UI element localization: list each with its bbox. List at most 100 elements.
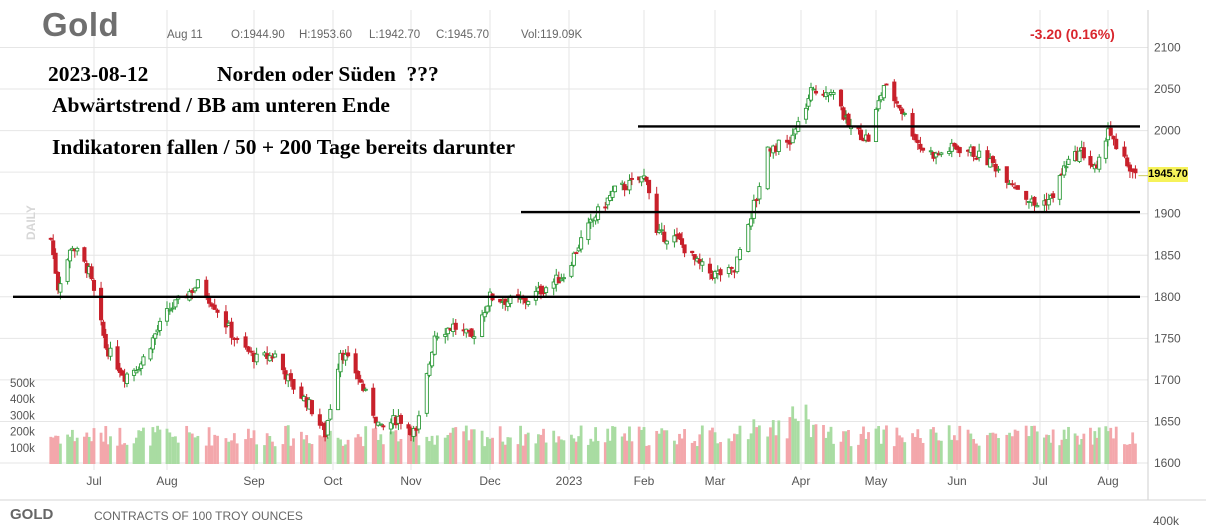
candle-body — [371, 387, 376, 416]
candle-body — [808, 87, 814, 101]
candle-body — [67, 249, 73, 262]
y-tick-label: 1700 — [1154, 373, 1181, 387]
volume-bar — [204, 445, 208, 464]
volume-bar — [171, 436, 175, 464]
volume-bar — [271, 441, 274, 464]
volume-tick-label: 400k — [10, 394, 35, 406]
volume-bar — [149, 445, 152, 464]
volume-bar — [1073, 433, 1077, 464]
volume-bar — [1013, 429, 1017, 464]
volume-bar — [611, 426, 614, 464]
x-tick-label: Nov — [400, 474, 421, 488]
price-change: -3.20 (0.16%) — [1030, 26, 1115, 42]
candle-body — [677, 233, 682, 240]
volume-bar — [637, 426, 641, 464]
candle-body — [1122, 146, 1127, 157]
volume-bar — [109, 436, 112, 464]
volume-bar — [579, 425, 583, 464]
symbol-title: Gold — [42, 6, 120, 43]
volume-bar — [1106, 431, 1110, 464]
candle-body — [918, 143, 923, 150]
volume-bar — [399, 438, 403, 464]
candle-body — [117, 367, 122, 373]
candle-body — [249, 350, 254, 353]
candle-body — [620, 182, 625, 185]
volume-bar — [1093, 431, 1097, 464]
candle-body — [115, 346, 120, 370]
volume-bar — [158, 429, 162, 464]
volume-bar — [879, 443, 883, 464]
volume-bar — [414, 430, 418, 464]
volume-bar — [738, 425, 742, 464]
volume-bar — [929, 429, 933, 464]
volume-bar — [882, 429, 886, 464]
volume-bar — [451, 427, 455, 464]
volume-bar — [305, 435, 309, 464]
candle-body — [647, 179, 652, 194]
candle-body — [977, 150, 982, 158]
candle-body — [254, 353, 259, 363]
volume-bar — [519, 425, 522, 464]
candle-body — [1111, 135, 1116, 140]
volume-bar — [407, 426, 410, 464]
volume-bar — [997, 438, 1000, 464]
volume-bar — [307, 443, 311, 464]
volume-bar — [958, 425, 962, 464]
candle-body — [608, 195, 613, 201]
candle-body — [273, 353, 278, 358]
volume-bar — [142, 427, 145, 464]
candle-body — [358, 379, 363, 383]
volume-bar — [695, 446, 699, 464]
volume-bar — [454, 427, 458, 464]
candle-body — [445, 327, 450, 335]
y-tick-label: 1900 — [1154, 207, 1181, 221]
candle-body — [1125, 157, 1130, 167]
volume-bar — [302, 439, 306, 464]
volume-axis: 100k 200k 300k 400k 500k — [10, 378, 35, 455]
volume-bar — [99, 432, 103, 464]
candle-body — [627, 179, 632, 191]
footer-symbol: GOLD — [10, 506, 54, 523]
candle-body — [996, 168, 1001, 171]
candle-body — [811, 88, 816, 91]
candle-body — [378, 423, 383, 426]
volume-bar — [428, 441, 431, 464]
volume-bar — [1045, 434, 1048, 464]
y-tick-label: 1600 — [1154, 456, 1181, 470]
candle-body — [659, 229, 664, 232]
volume-bar — [433, 444, 437, 464]
volume-bar — [939, 440, 943, 464]
volume-bar — [339, 439, 342, 464]
y-tick-label: 1850 — [1154, 248, 1181, 262]
candle-body — [150, 337, 155, 350]
candle-body — [612, 185, 618, 193]
volume-bar — [174, 436, 177, 464]
volume-bar — [90, 441, 93, 464]
candle-body — [735, 256, 740, 273]
candle-body — [99, 287, 104, 321]
candle-body — [453, 322, 458, 330]
volume-bar — [1080, 439, 1084, 464]
volume-bar — [1097, 427, 1101, 464]
volume-bar — [1128, 443, 1132, 464]
volume-bar — [537, 434, 540, 464]
candle-body — [299, 386, 304, 399]
volume-bar — [263, 445, 266, 464]
candle-body — [749, 218, 754, 227]
candle-body — [325, 420, 330, 436]
volume-bar — [1051, 429, 1055, 464]
volume-bar — [216, 435, 219, 464]
volume-bar — [807, 419, 810, 464]
volume-bar — [318, 435, 322, 464]
volume-bar — [1062, 429, 1066, 464]
candle-body — [443, 333, 448, 337]
volume-bar — [321, 436, 324, 464]
candle-body — [846, 113, 851, 128]
volume-bar — [900, 437, 904, 464]
candle-body — [729, 266, 734, 269]
candle-body — [411, 428, 416, 437]
volume-bar — [608, 440, 612, 464]
volume-bar — [1123, 444, 1126, 464]
volume-bar — [232, 433, 236, 464]
volume-bar — [952, 435, 956, 464]
